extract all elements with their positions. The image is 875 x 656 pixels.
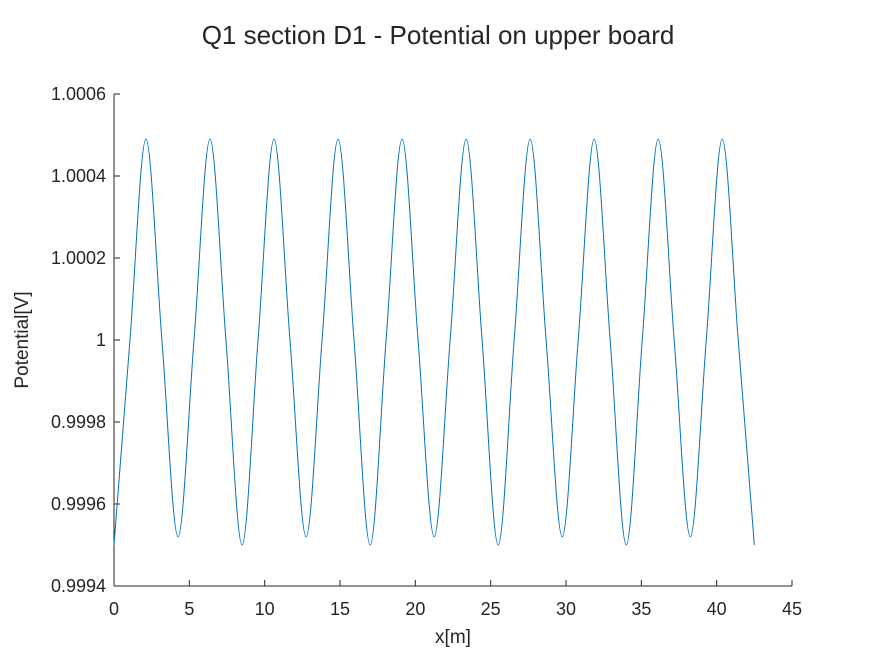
x-tick-label: 15: [330, 599, 350, 619]
axes: [113, 94, 792, 587]
y-tick-label: 1: [96, 330, 106, 350]
x-axis-label: x[m]: [435, 627, 471, 648]
y-tick-label: 0.9998: [51, 412, 106, 432]
x-ticks: 0 5 10 15 20 25 30 35 40 45: [109, 580, 802, 619]
y-tick-label: 1.0004: [51, 166, 106, 186]
x-tick-label: 20: [405, 599, 425, 619]
y-tick-label: 1.0002: [51, 248, 106, 268]
x-tick-label: 30: [556, 599, 576, 619]
chart-title: Q1 section D1 - Potential on upper board: [202, 20, 675, 50]
x-tick-label: 25: [481, 599, 501, 619]
y-ticks: 0.9994 0.9996 0.9998 1 1.0002 1.0004 1.0006: [51, 84, 120, 596]
x-tick-label: 35: [631, 599, 651, 619]
y-axis-label: Potential[V]: [12, 291, 33, 388]
x-tick-label: 40: [707, 599, 727, 619]
x-tick-label: 0: [109, 599, 119, 619]
x-tick-label: 45: [782, 599, 802, 619]
x-tick-label: 5: [184, 599, 194, 619]
y-tick-label: 0.9994: [51, 576, 106, 596]
y-tick-label: 0.9996: [51, 494, 106, 514]
series-line: [113, 138, 755, 546]
x-tick-label: 10: [255, 599, 275, 619]
y-tick-label: 1.0006: [51, 84, 106, 104]
